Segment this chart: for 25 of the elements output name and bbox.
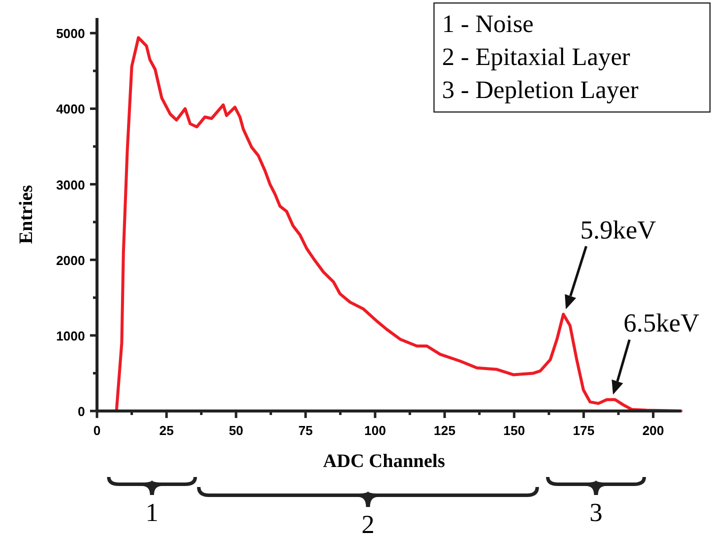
x-tick-label: 25 (159, 423, 174, 438)
annotation: 6.5keV (623, 308, 700, 338)
x-tick-label: 175 (572, 423, 595, 438)
y-axis-title: Entries (16, 184, 37, 244)
y-tick-label: 0 (78, 404, 85, 419)
x-tick-label: 0 (93, 423, 101, 438)
y-tick-label: 4000 (56, 102, 85, 117)
x-tick-label: 75 (298, 423, 313, 438)
y-tick-label: 2000 (56, 252, 85, 268)
x-tick-label: 50 (228, 423, 244, 438)
x-axis-title: ADC Channels (323, 451, 445, 472)
annotation: 3 - Depletion Layer (442, 77, 640, 104)
x-tick-label: 100 (364, 423, 386, 438)
text: 1 (146, 498, 158, 527)
x-tick-label: 150 (503, 423, 525, 438)
y-tick-label: 1000 (56, 328, 85, 344)
text: 2 (362, 510, 374, 539)
annotation: 1 - Noise (442, 11, 534, 38)
annotation: 2 - Epitaxial Layer (442, 44, 631, 71)
text: 3 (590, 498, 602, 527)
annotation: 5.9keV (580, 215, 656, 244)
y-tick-label: 5000 (56, 26, 85, 42)
x-tick-label: 200 (642, 423, 664, 438)
x-tick-label: 125 (434, 423, 456, 438)
y-tick-label: 3000 (56, 177, 85, 192)
